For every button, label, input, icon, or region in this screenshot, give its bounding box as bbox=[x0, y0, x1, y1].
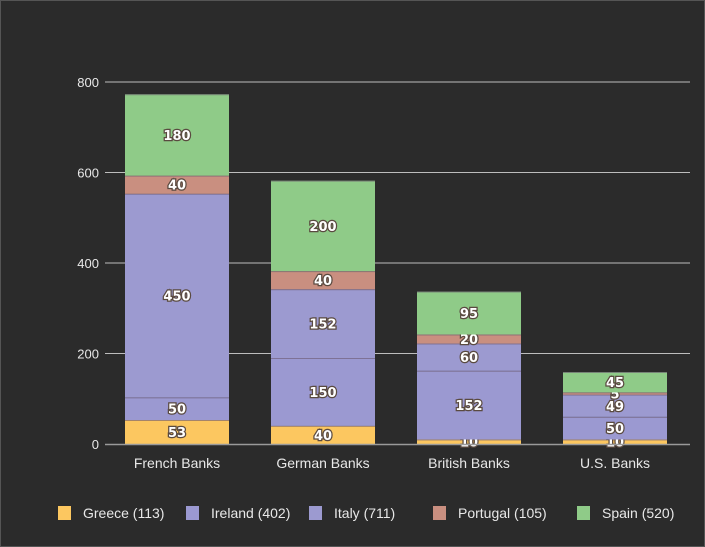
data-label: 180 bbox=[163, 129, 190, 144]
data-label: 49 bbox=[606, 400, 624, 415]
data-label: 53 bbox=[168, 426, 186, 441]
y-tick-label: 400 bbox=[77, 256, 99, 271]
data-label: 20 bbox=[460, 333, 478, 348]
bar-segment-ireland bbox=[417, 370, 521, 440]
legend-item-greece: Greece (113) bbox=[58, 505, 164, 521]
bar-segment-greece bbox=[417, 439, 521, 444]
x-category-label: U.S. Banks bbox=[580, 455, 650, 471]
data-label: 152 bbox=[455, 399, 482, 414]
bar-segment-portugal bbox=[271, 271, 375, 290]
legend: Greece (113) Ireland (402) Italy (711) Port… bbox=[0, 505, 705, 525]
data-label: 40 bbox=[168, 179, 186, 194]
x-category-label: French Banks bbox=[134, 455, 220, 471]
bar-segment-portugal bbox=[417, 334, 521, 344]
y-tick-label: 800 bbox=[77, 75, 99, 90]
bar-segment-portugal bbox=[125, 175, 229, 194]
bar-segment-italy bbox=[563, 394, 667, 417]
legend-label: Ireland (402) bbox=[211, 505, 291, 521]
bar-segment-spain bbox=[417, 291, 521, 335]
data-label: 5 bbox=[610, 388, 619, 403]
bar-segment-greece bbox=[125, 420, 229, 444]
bar-segment-ireland bbox=[563, 416, 667, 440]
bar-segment-italy bbox=[417, 343, 521, 371]
data-label: 95 bbox=[460, 307, 478, 322]
legend-label: Portugal (105) bbox=[458, 505, 547, 521]
legend-label: Italy (711) bbox=[334, 505, 396, 521]
legend-swatch bbox=[58, 506, 71, 520]
bar-segment-portugal bbox=[563, 392, 667, 395]
bar-segment-greece bbox=[271, 425, 375, 444]
bar-segment-italy bbox=[271, 289, 375, 359]
data-label: 40 bbox=[314, 274, 332, 289]
bar-segment-spain bbox=[125, 94, 229, 176]
legend-label: Greece (113) bbox=[83, 505, 165, 521]
legend-item-spain: Spain (520) bbox=[577, 505, 674, 521]
legend-item-italy: Italy (711) bbox=[309, 505, 395, 521]
data-label: 200 bbox=[309, 220, 336, 235]
legend-swatch bbox=[186, 506, 199, 520]
legend-item-portugal: Portugal (105) bbox=[433, 505, 547, 521]
legend-swatch bbox=[433, 506, 446, 520]
data-label: 45 bbox=[606, 376, 624, 391]
bar-segment-spain bbox=[271, 180, 375, 272]
legend-swatch bbox=[577, 506, 590, 520]
y-tick-label: 200 bbox=[77, 347, 99, 362]
legend-label: Spain (520) bbox=[602, 505, 675, 521]
y-tick-label: 600 bbox=[77, 166, 99, 181]
bar-segment-greece bbox=[563, 439, 667, 444]
bar-segment-italy bbox=[125, 193, 229, 398]
data-label: 60 bbox=[460, 351, 478, 366]
x-category-label: German Banks bbox=[276, 455, 369, 471]
data-label: 150 bbox=[309, 386, 336, 401]
bar-segment-spain bbox=[563, 372, 667, 393]
data-label: 50 bbox=[606, 422, 624, 437]
data-label: 450 bbox=[163, 290, 190, 305]
data-label: 40 bbox=[314, 429, 332, 444]
legend-swatch bbox=[309, 506, 322, 520]
data-label: 152 bbox=[309, 318, 336, 333]
legend-item-ireland: Ireland (402) bbox=[186, 505, 290, 521]
y-tick-label: 0 bbox=[92, 437, 99, 452]
bar-segment-ireland bbox=[125, 397, 229, 421]
data-label: 50 bbox=[168, 403, 186, 418]
x-category-label: British Banks bbox=[428, 455, 510, 471]
bar-segment-ireland bbox=[271, 358, 375, 426]
